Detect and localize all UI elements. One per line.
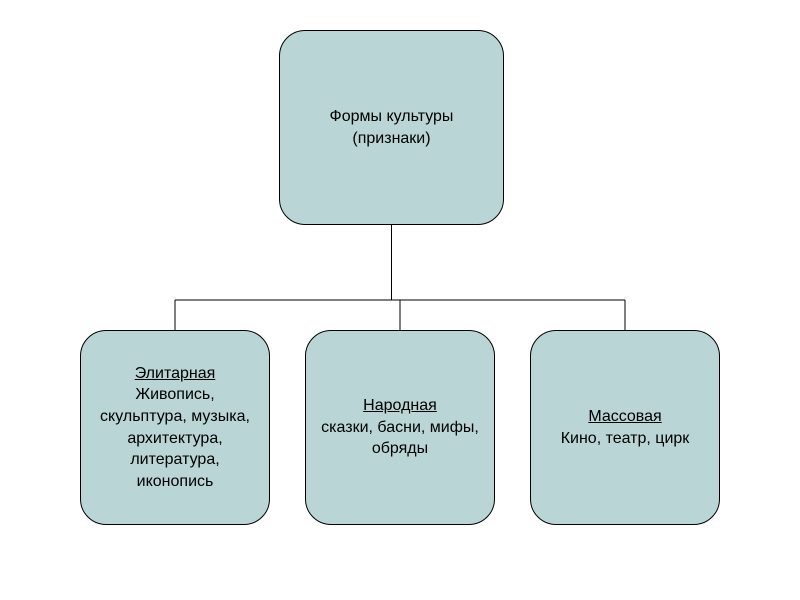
child-title: Элитарная	[135, 363, 216, 385]
root-node: Формы культуры (признаки)	[279, 30, 504, 225]
child-node: МассоваяКино, театр, цирк	[530, 330, 720, 525]
child-body: сказки, басни, мифы, обряды	[306, 417, 494, 460]
child-title: Народная	[363, 395, 437, 417]
child-node: Народнаясказки, басни, мифы, обряды	[305, 330, 495, 525]
root-line2: (признаки)	[352, 128, 430, 150]
child-node: ЭлитарнаяЖивопись, скульптура, музыка, а…	[80, 330, 270, 525]
child-body: Кино, театр, цирк	[549, 428, 702, 450]
child-title: Массовая	[588, 406, 661, 428]
child-body: Живопись, скульптура, музыка, архитектур…	[81, 384, 269, 492]
root-line1: Формы культуры	[330, 106, 454, 128]
